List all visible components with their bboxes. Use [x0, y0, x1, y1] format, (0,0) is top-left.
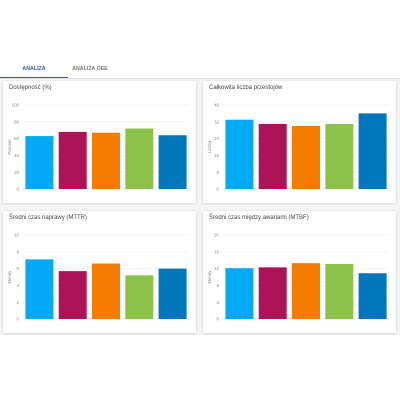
bar: [292, 126, 320, 189]
card-title: Średni czas naprawy (MTTR): [9, 215, 88, 221]
y-tick-label: 10: [14, 233, 19, 238]
y-tick-label: 16: [214, 153, 219, 158]
y-tick-label: 20: [14, 170, 19, 175]
bar: [358, 273, 387, 319]
y-tick-label: 8: [217, 170, 220, 175]
bar: [158, 268, 187, 319]
bar: [125, 128, 154, 189]
mttr-chart: 0 2 4 6 8 10 Minuty: [7, 233, 189, 322]
tab-analiza-oee[interactable]: ANALIZA OEE: [72, 66, 108, 72]
y-tick-label: 32: [214, 119, 219, 124]
dashboard-content: Dostępność (%) 0 20 40 60 80 100 Procent Całko…: [0, 79, 400, 335]
y-axis-label: Minuty: [7, 270, 12, 284]
y-tick-label: 8: [17, 249, 20, 254]
bar: [225, 268, 254, 319]
y-tick-label: 0: [17, 317, 20, 322]
bar: [325, 123, 354, 189]
bar: [325, 263, 354, 319]
card-mttr: Średni czas naprawy (MTTR) 0 2 4 6 8 10 Minuty: [3, 211, 196, 333]
bar: [58, 131, 87, 189]
card-mtbf: Średni czas między awariami (MTBF) 0 4 8 12…: [203, 211, 396, 333]
y-tick-label: 80: [14, 119, 19, 124]
bar: [258, 267, 287, 319]
bar: [125, 275, 154, 319]
y-tick-label: 8: [217, 283, 220, 288]
y-tick-label: 4: [217, 300, 220, 305]
bar: [258, 123, 287, 189]
mtbf-chart: 0 4 8 12 16 20 Minuty: [207, 233, 389, 322]
y-tick-label: 0: [217, 317, 220, 322]
downtime-count-chart: 0 8 16 24 32 40 Liczba: [207, 103, 389, 192]
bar: [25, 259, 54, 319]
availability-chart: 0 20 40 60 80 100 Procent: [7, 103, 189, 192]
card-availability: Dostępność (%) 0 20 40 60 80 100 Procent: [3, 81, 196, 203]
y-tick-label: 40: [214, 103, 219, 108]
bar: [158, 135, 187, 189]
y-axis-label: Liczba: [207, 140, 212, 153]
bar: [92, 263, 120, 319]
bar: [292, 263, 320, 319]
y-tick-label: 60: [14, 136, 19, 141]
tab-analiza-wykorzystania[interactable]: ANALIZA WYKORZYSTANIA: [0, 62, 68, 87]
bar: [92, 132, 120, 189]
bar: [58, 271, 87, 319]
y-tick-label: 100: [12, 103, 20, 108]
y-tick-label: 20: [214, 233, 219, 238]
card-title: Całkowita liczba przestojów: [209, 85, 283, 91]
y-tick-label: 24: [214, 136, 219, 141]
y-tick-label: 16: [214, 249, 219, 254]
y-tick-label: 0: [217, 187, 220, 192]
y-tick-label: 0: [17, 187, 20, 192]
bar: [225, 119, 254, 189]
card-title: Dostępność (%): [9, 85, 52, 91]
tab-bar: ANALIZA WYKORZYSTANIA ANALIZA OEE: [0, 62, 400, 87]
y-tick-label: 40: [14, 153, 19, 158]
card-downtime-count: Całkowita liczba przestojów 0 8 16 24 32 40 Li…: [203, 81, 396, 203]
y-axis-label: Procent: [7, 139, 12, 155]
y-tick-label: 2: [17, 300, 20, 305]
y-axis-label: Minuty: [207, 270, 212, 284]
bar: [25, 136, 54, 189]
bar: [358, 113, 387, 189]
y-tick-label: 4: [17, 283, 20, 288]
y-tick-label: 6: [17, 266, 20, 271]
card-title: Średni czas między awariami (MTBF): [209, 215, 309, 221]
y-tick-label: 12: [214, 266, 219, 271]
